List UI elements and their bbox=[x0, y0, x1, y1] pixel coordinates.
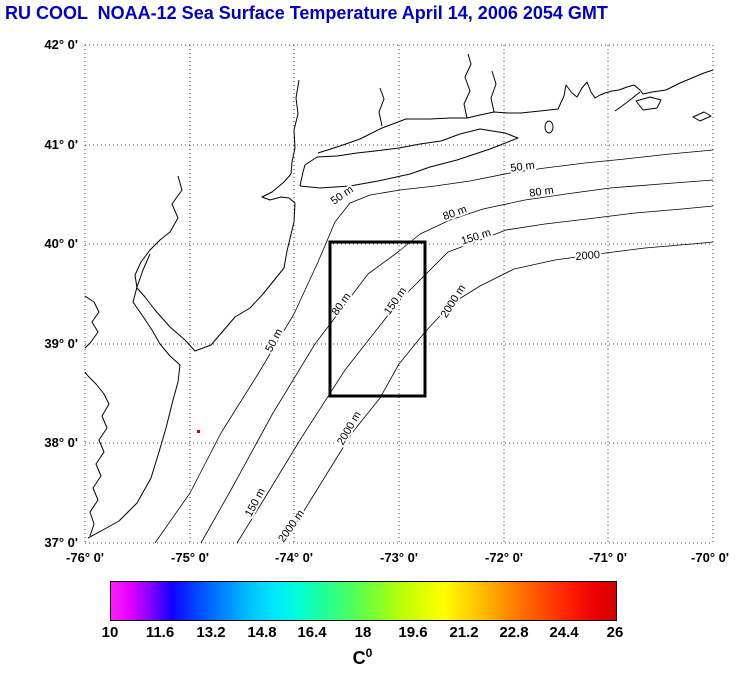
colorbar-tick-label: 11.6 bbox=[145, 624, 175, 641]
new-jersey-delaware-coast bbox=[134, 173, 296, 352]
housatonic-river bbox=[378, 87, 385, 127]
contour-label: 150 m bbox=[382, 285, 409, 317]
elizabeth-islands bbox=[614, 91, 641, 112]
connecticut-river bbox=[463, 53, 472, 119]
contour-label: 150 m bbox=[243, 486, 268, 519]
contour-label: 50 m bbox=[510, 159, 536, 174]
contour-labels: 50 m 50 m 50 m 80 m 80 m 80 m 150 m 150 … bbox=[241, 157, 603, 546]
contour-label: 150 m bbox=[460, 227, 493, 248]
contour-label: 2000 bbox=[575, 249, 600, 263]
lon-tick-label: -71° 0' bbox=[589, 550, 627, 565]
isobath-2000m bbox=[283, 241, 714, 544]
lat-tick-label: 39° 0' bbox=[44, 336, 78, 351]
isobath-80m bbox=[200, 179, 714, 544]
colorbar-tick-label: 10 bbox=[101, 624, 119, 641]
contour-label: 2000 m bbox=[439, 283, 469, 320]
isobath-50m bbox=[154, 149, 714, 544]
lon-tick-label: -73° 0' bbox=[380, 550, 418, 565]
lat-tick-label: 42° 0' bbox=[44, 37, 78, 52]
chesapeake-east-shore bbox=[84, 371, 110, 537]
unit-letter: C bbox=[352, 648, 366, 668]
contour-label: 80 m bbox=[441, 203, 468, 223]
contour-label: 80 m bbox=[529, 184, 555, 199]
lon-axis: -76° 0' -75° 0' -74° 0' -73° 0' -72° 0' … bbox=[66, 550, 729, 565]
colorbar-tick-label: 13.2 bbox=[196, 624, 226, 641]
lon-tick-label: -70° 0' bbox=[691, 550, 729, 565]
map-title: RU COOL NOAA-12 Sea Surface Temperature … bbox=[5, 3, 608, 23]
colorbar-tick-label: 26 bbox=[606, 624, 624, 641]
lat-tick-label: 41° 0' bbox=[44, 137, 78, 152]
colorbar-tick-label: 21.2 bbox=[449, 624, 479, 641]
isobath-150m bbox=[236, 205, 714, 544]
thames-river bbox=[490, 70, 497, 113]
colorbar-tick-label: 19.6 bbox=[398, 624, 428, 641]
hudson-river bbox=[290, 79, 300, 175]
connecticut-rhode-island-coast bbox=[317, 69, 714, 154]
contour-label: 2000 m bbox=[276, 508, 307, 545]
coastline bbox=[84, 53, 714, 539]
red-marker bbox=[197, 430, 200, 433]
study-area-box bbox=[328, 240, 427, 398]
unit-exponent: 0 bbox=[365, 646, 373, 660]
colorbar-gradient bbox=[110, 581, 617, 621]
bathymetry-contours bbox=[154, 149, 714, 544]
colorbar-unit-label: C0 bbox=[110, 646, 615, 669]
colorbar-tick-label: 22.8 bbox=[499, 624, 529, 641]
long-island bbox=[299, 128, 519, 189]
lat-tick-label: 37° 0' bbox=[44, 535, 78, 550]
lon-tick-label: -74° 0' bbox=[275, 550, 313, 565]
lon-tick-label: -76° 0' bbox=[66, 550, 104, 565]
lat-tick-label: 38° 0' bbox=[44, 435, 78, 450]
chesapeake-upper-shore bbox=[84, 295, 100, 349]
graticule bbox=[84, 44, 714, 544]
contour-label: 2000 m bbox=[335, 410, 364, 448]
lon-tick-label: -72° 0' bbox=[485, 550, 523, 565]
lon-tick-label: -75° 0' bbox=[171, 550, 209, 565]
delmarva-coast bbox=[87, 253, 181, 539]
colorbar-tick-label: 14.8 bbox=[247, 624, 277, 641]
colorbar-tick-label: 16.4 bbox=[297, 624, 327, 641]
lat-tick-label: 40° 0' bbox=[44, 236, 78, 251]
block-island bbox=[544, 120, 554, 134]
contour-label: 50 m bbox=[263, 327, 285, 354]
contour-label: 80 m bbox=[330, 291, 354, 318]
nantucket bbox=[692, 111, 712, 122]
colorbar-tick-label: 24.4 bbox=[549, 624, 579, 641]
colorbar-tick-label: 18 bbox=[354, 624, 372, 641]
marthas-vineyard bbox=[635, 96, 662, 111]
lat-axis: 42° 0' 41° 0' 40° 0' 39° 0' 38° 0' 37° 0… bbox=[44, 37, 78, 550]
